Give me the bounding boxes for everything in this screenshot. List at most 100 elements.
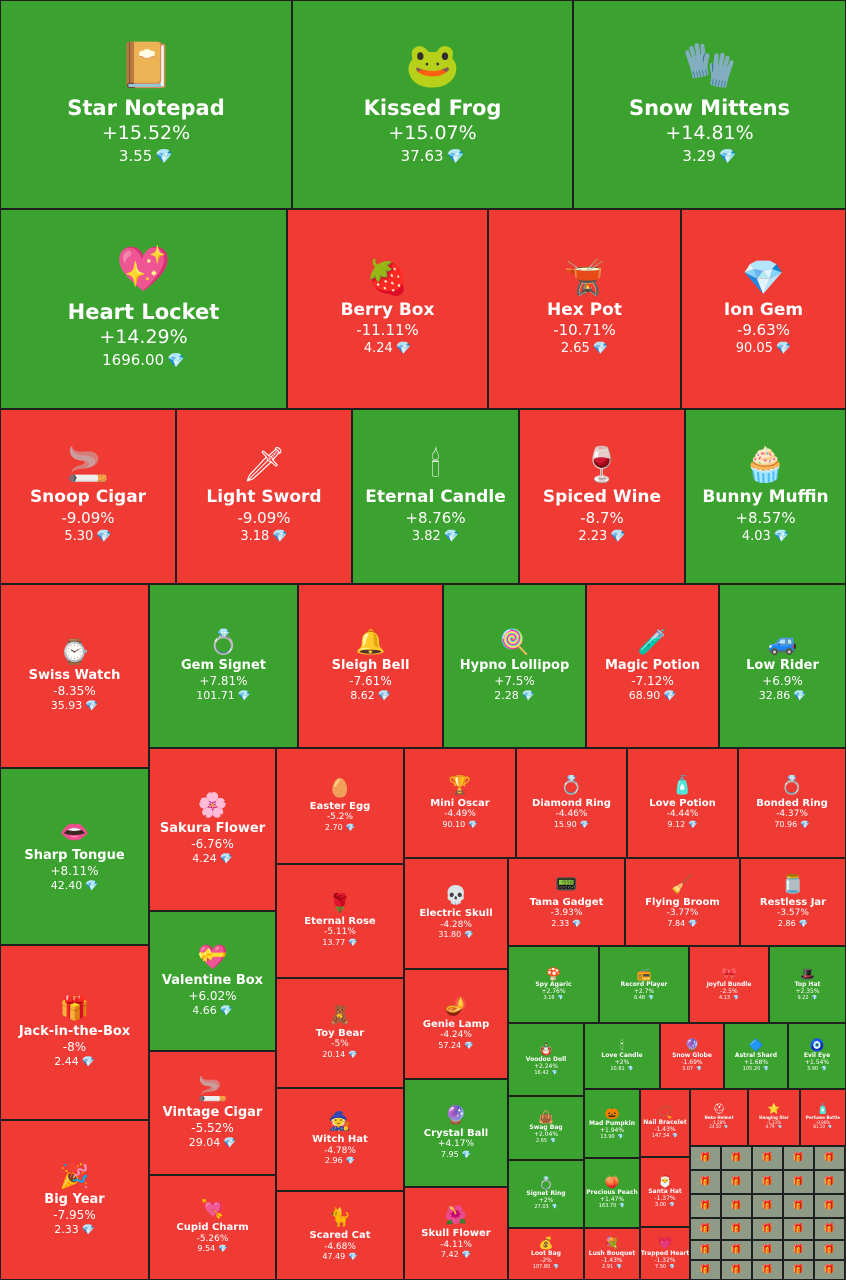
treemap-tile-small[interactable]: 🎁 xyxy=(690,1170,721,1194)
treemap-tile[interactable]: 🧴 Love Potion -4.44% 9.12 💎 xyxy=(627,748,738,858)
treemap-tile-small[interactable]: 🎁 xyxy=(783,1194,814,1218)
treemap-tile[interactable]: ⛑ Neko Helmet -1.28% 24.50 💎 xyxy=(690,1089,748,1146)
treemap-tile[interactable]: 🌸 Sakura Flower -6.76% 4.24 💎 xyxy=(149,748,276,911)
treemap-tile-small[interactable]: 🎁 xyxy=(783,1170,814,1194)
treemap-tile[interactable]: 🫕 Hex Pot -10.71% 2.65 💎 xyxy=(488,209,681,409)
treemap-tile[interactable]: 🧿 Evil Eye +1.54% 3.90 💎 xyxy=(788,1023,846,1089)
treemap-tile[interactable]: 🔮 Snow Globe -1.69% 3.07 💎 xyxy=(660,1023,724,1089)
treemap-tile[interactable]: 🫙 Restless Jar -3.57% 2.86 💎 xyxy=(740,858,846,946)
treemap-tile[interactable]: 🔔 Sleigh Bell -7.61% 8.62 💎 xyxy=(298,584,443,748)
treemap-tile-small[interactable]: 🎁 xyxy=(752,1194,783,1218)
tile-name: Light Sword xyxy=(206,487,322,508)
treemap-tile-small[interactable]: 🎁 xyxy=(814,1146,845,1170)
treemap-tile-small[interactable]: 🎁 xyxy=(690,1146,721,1170)
treemap-tile-small[interactable]: 🎁 xyxy=(690,1240,721,1260)
treemap-tile-small[interactable]: 🎁 xyxy=(721,1170,752,1194)
treemap-tile[interactable]: 🧤 Snow Mittens +14.81% 3.29 💎 xyxy=(573,0,846,209)
treemap-tile[interactable]: 💝 Valentine Box +6.02% 4.66 💎 xyxy=(149,911,276,1051)
treemap-tile[interactable]: 🚬 Snoop Cigar -9.09% 5.30 💎 xyxy=(0,409,176,584)
treemap-tile[interactable]: 🍭 Hypno Lollipop +7.5% 2.28 💎 xyxy=(443,584,586,748)
treemap-tile-small[interactable]: 🎁 xyxy=(721,1260,752,1280)
treemap-tile[interactable]: 💀 Electric Skull -4.28% 31.80 💎 xyxy=(404,858,508,969)
treemap-tile-small[interactable]: 🎁 xyxy=(721,1146,752,1170)
treemap-tile[interactable]: 📟 Tama Gadget -3.93% 2.33 💎 xyxy=(508,858,625,946)
treemap-tile[interactable]: 📔 Star Notepad +15.52% 3.55 💎 xyxy=(0,0,292,209)
treemap-tile[interactable]: 💎 Ion Gem -9.63% 90.05 💎 xyxy=(681,209,846,409)
tile-price: 4.13 💎 xyxy=(719,995,739,1002)
treemap-tile-small[interactable]: 🎁 xyxy=(814,1170,845,1194)
treemap-tile-small[interactable]: 🎁 xyxy=(690,1218,721,1240)
treemap-tile[interactable]: 💍 Signet Ring +2% 27.03 💎 xyxy=(508,1160,584,1228)
treemap-tile[interactable]: 🎃 Mad Pumpkin +1.94% 13.90 💎 xyxy=(584,1089,640,1158)
treemap-tile[interactable]: 🎩 Top Hat +2.35% 9.22 💎 xyxy=(769,946,846,1023)
treemap-tile[interactable]: 🍄 Spy Agaric +2.76% 3.16 💎 xyxy=(508,946,599,1023)
treemap-tile[interactable]: 📻 Record Player +2.7% 6.48 💎 xyxy=(599,946,689,1023)
treemap-tile-small[interactable]: 🎁 xyxy=(690,1260,721,1280)
treemap-tile[interactable]: 🧹 Flying Broom -3.77% 7.84 💎 xyxy=(625,858,740,946)
treemap-tile[interactable]: 🎉 Big Year -7.95% 2.33 💎 xyxy=(0,1120,149,1280)
treemap-tile[interactable]: 💍 Diamond Ring -4.46% 15.90 💎 xyxy=(516,748,627,858)
treemap-tile-small[interactable]: 🎁 xyxy=(783,1218,814,1240)
treemap-tile-small[interactable]: 🎁 xyxy=(752,1218,783,1240)
treemap-tile[interactable]: ⭐ Hanging Star -1.11% 4.79 💎 xyxy=(748,1089,800,1146)
treemap-tile[interactable]: ⌚ Swiss Watch -8.35% 35.93 💎 xyxy=(0,584,149,768)
treemap-tile[interactable]: 👄 Sharp Tongue +8.11% 42.40 💎 xyxy=(0,768,149,945)
treemap-tile[interactable]: 💍 Gem Signet +7.81% 101.71 💎 xyxy=(149,584,298,748)
treemap-tile-small[interactable]: 🎁 xyxy=(814,1218,845,1240)
treemap-tile[interactable]: 🪆 Voodoo Doll +2.24% 16.42 💎 xyxy=(508,1023,584,1096)
tile-name: Jack-in-the-Box xyxy=(18,1024,131,1040)
treemap-tile[interactable]: 🪔 Genie Lamp -4.24% 57.24 💎 xyxy=(404,969,508,1079)
tile-price-value: 147.34 xyxy=(651,1133,670,1140)
treemap-tile[interactable]: 🏆 Mini Oscar -4.49% 90.10 💎 xyxy=(404,748,516,858)
treemap-tile-small[interactable]: 🎁 xyxy=(783,1260,814,1280)
treemap-tile[interactable]: 🔷 Astral Shard +1.68% 105.20 💎 xyxy=(724,1023,788,1089)
treemap-tile-small[interactable]: 🎁 xyxy=(721,1218,752,1240)
treemap-tile[interactable]: 🍷 Spiced Wine -8.7% 2.23 💎 xyxy=(519,409,685,584)
treemap-tile[interactable]: 🌹 Eternal Rose -5.11% 13.77 💎 xyxy=(276,864,404,978)
tile-name: Gem Signet xyxy=(181,657,266,673)
treemap-tile[interactable]: 🎅 Santa Hat -1.37% 3.00 💎 xyxy=(640,1157,690,1227)
treemap-tile[interactable]: 💖 Heart Locket +14.29% 1696.00 💎 xyxy=(0,209,287,409)
treemap-tile[interactable]: 🎁 Jack-in-the-Box -8% 2.44 💎 xyxy=(0,945,149,1120)
treemap-tile[interactable]: 🍓 Berry Box -11.11% 4.24 💎 xyxy=(287,209,488,409)
treemap-tile[interactable]: 📿 Nail Bracelet -1.43% 147.34 💎 xyxy=(640,1089,690,1157)
treemap-tile-small[interactable]: 🎁 xyxy=(690,1194,721,1218)
treemap-tile[interactable]: 🐸 Kissed Frog +15.07% 37.63 💎 xyxy=(292,0,573,209)
treemap-tile-small[interactable]: 🎁 xyxy=(752,1240,783,1260)
treemap-tile[interactable]: 👜 Swag Bag +2.04% 2.65 💎 xyxy=(508,1096,584,1160)
wine-icon: 🍷 xyxy=(580,445,624,486)
treemap-tile[interactable]: 💗 Trapped Heart -1.32% 7.50 💎 xyxy=(640,1227,690,1280)
treemap-tile-small[interactable]: 🎁 xyxy=(814,1194,845,1218)
treemap-tile[interactable]: 🧸 Toy Bear -5% 20.14 💎 xyxy=(276,978,404,1088)
treemap-tile-small[interactable]: 🎁 xyxy=(752,1170,783,1194)
treemap-tile[interactable]: 🧁 Bunny Muffin +8.57% 4.03 💎 xyxy=(685,409,846,584)
treemap-tile[interactable]: 🚬 Vintage Cigar -5.52% 29.04 💎 xyxy=(149,1051,276,1175)
treemap-tile[interactable]: 🧙 Witch Hat -4.78% 2.96 💎 xyxy=(276,1088,404,1191)
treemap-tile[interactable]: 💐 Lush Bouquet -1.43% 2.91 💎 xyxy=(584,1228,640,1280)
treemap-tile-small[interactable]: 🎁 xyxy=(721,1240,752,1260)
treemap-tile[interactable]: 💍 Bonded Ring -4.37% 70.96 💎 xyxy=(738,748,846,858)
treemap-tile-small[interactable]: 🎁 xyxy=(752,1260,783,1280)
treemap-tile[interactable]: 🔮 Crystal Ball +4.17% 7.95 💎 xyxy=(404,1079,508,1187)
treemap-tile-small[interactable]: 🎁 xyxy=(721,1194,752,1218)
treemap-tile[interactable]: 🥚 Easter Egg -5.2% 2.70 💎 xyxy=(276,748,404,864)
treemap-tile-small[interactable]: 🎁 xyxy=(783,1240,814,1260)
treemap-tile[interactable]: 🎀 Joyful Bundle -2.5% 4.13 💎 xyxy=(689,946,769,1023)
treemap-tile[interactable]: 🧪 Magic Potion -7.12% 68.90 💎 xyxy=(586,584,719,748)
treemap-tile-small[interactable]: 🎁 xyxy=(814,1260,845,1280)
treemap-tile[interactable]: 🕯 Eternal Candle +8.76% 3.82 💎 xyxy=(352,409,519,584)
treemap-tile[interactable]: 💘 Cupid Charm -5.26% 9.54 💎 xyxy=(149,1175,276,1280)
treemap-tile[interactable]: 🌺 Skull Flower -4.11% 7.42 💎 xyxy=(404,1187,508,1280)
treemap-tile[interactable]: 🕯 Love Candle +2% 10.81 💎 xyxy=(584,1023,660,1089)
tile-price-value: 2.23 xyxy=(578,528,608,544)
treemap-tile-small[interactable]: 🎁 xyxy=(783,1146,814,1170)
treemap-tile[interactable]: 💰 Loot Bag -2% 107.80 💎 xyxy=(508,1228,584,1280)
treemap-tile[interactable]: 🐈 Scared Cat -4.68% 47.49 💎 xyxy=(276,1191,404,1280)
tile-name: Hanging Star xyxy=(759,1115,789,1121)
treemap-tile[interactable]: 🍑 Precious Peach +1.47% 163.70 💎 xyxy=(584,1158,640,1228)
treemap-tile[interactable]: 🚙 Low Rider +6.9% 32.86 💎 xyxy=(719,584,846,748)
treemap-tile-small[interactable]: 🎁 xyxy=(752,1146,783,1170)
treemap-tile[interactable]: 🗡 Light Sword -9.09% 3.18 💎 xyxy=(176,409,352,584)
treemap-tile[interactable]: 🧴 Perfume Bottle -0.96% 81.10 💎 xyxy=(800,1089,846,1146)
treemap-tile-small[interactable]: 🎁 xyxy=(814,1240,845,1260)
